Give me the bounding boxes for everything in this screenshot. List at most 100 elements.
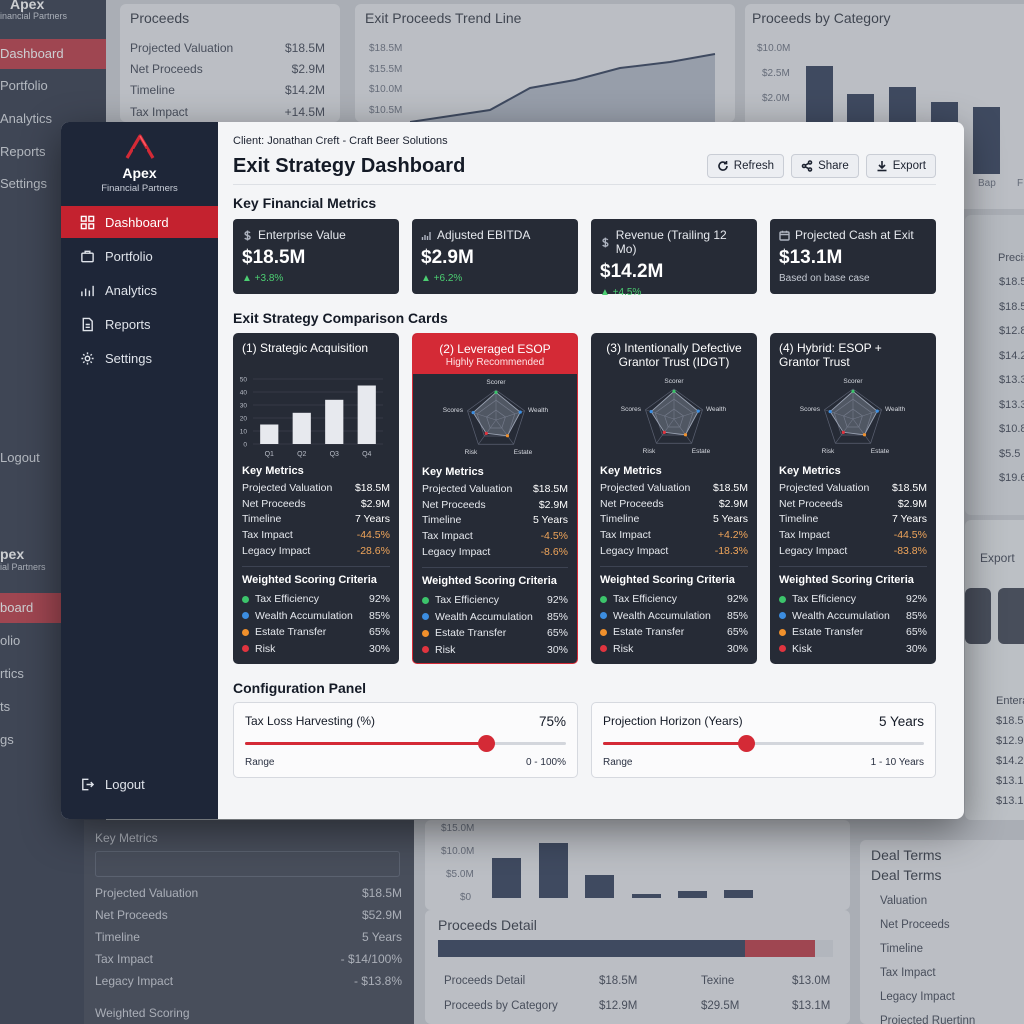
bg-pd-cell: Proceeds by Category xyxy=(444,1000,558,1012)
refresh-button[interactable]: Refresh xyxy=(706,154,785,178)
sidebar-item-dashboard[interactable]: Dashboard xyxy=(61,206,218,238)
metric-row: Timeline 7 Years xyxy=(779,513,927,529)
metric-row: Projected Valuation $18.5M xyxy=(422,483,568,499)
bg-pd-title: Proceeds Detail xyxy=(438,917,537,933)
bar xyxy=(292,412,311,444)
export-button[interactable]: Export xyxy=(865,154,936,178)
bg-row-label: Tax Impact xyxy=(130,105,189,119)
bg-row-value: $2.9M xyxy=(291,62,325,76)
bar-chart: 50 40 30 20 10 0 Q1 Q2 Q3 Q4 xyxy=(240,377,383,458)
bg-right-value: $12.9M xyxy=(996,735,1024,747)
radar-ring xyxy=(833,398,873,436)
metric-row-label: Tax Impact xyxy=(779,529,830,542)
metric-row: Timeline 5 Years xyxy=(422,514,568,530)
radar-spoke xyxy=(495,419,514,445)
metric-row-label: Legacy Impact xyxy=(779,544,848,557)
radar-point xyxy=(505,434,510,438)
sidebar-item-reports[interactable]: Reports xyxy=(61,308,218,340)
bg-right-value: $19.6 xyxy=(999,472,1024,484)
sidebar-item-analytics[interactable]: Analytics xyxy=(61,274,218,306)
bg-right-value: $13.3 xyxy=(999,374,1024,386)
scoring-dot-icon xyxy=(422,629,429,637)
scoring-label: Estate Transfer xyxy=(613,626,685,639)
scoring-dot-icon xyxy=(779,612,786,620)
slider-thumb[interactable] xyxy=(477,735,495,752)
radar-area xyxy=(650,390,699,436)
scoring-dot-icon xyxy=(600,628,607,636)
scoring-dot-icon xyxy=(600,645,607,653)
sidebar-item-portfolio[interactable]: Portfolio xyxy=(61,240,218,272)
scoring-dot-icon xyxy=(779,628,786,636)
slider-value: 75% xyxy=(538,714,566,729)
horizon-slider[interactable] xyxy=(603,735,924,752)
bg-proceeds-row: Projected Valuation $18.5M xyxy=(130,41,325,55)
main-content: Client: Jonathan Creft - Craft Beer Solu… xyxy=(218,122,964,819)
bg-cat-tick: $10.0M xyxy=(757,43,791,54)
y-tick-label: 20 xyxy=(240,416,248,423)
scoring-row: Tax Efficiency 92% xyxy=(242,591,390,608)
radar-axis-label: Scorer xyxy=(843,378,863,385)
scoring-row-left: Tax Efficiency xyxy=(600,593,677,605)
bg-bottom-tick: $15.0M xyxy=(441,823,475,834)
client-label: Client: Jonathan Creft - Craft Beer Solu… xyxy=(233,135,448,147)
bg-deal-title: Deal Terms xyxy=(871,847,942,863)
metric-row-label: Net Proceeds xyxy=(242,497,306,510)
scoring-row-left: Risk xyxy=(600,643,633,655)
slider-track[interactable] xyxy=(603,742,924,745)
radar-point xyxy=(828,409,832,414)
sidebar-item-logout[interactable]: Logout xyxy=(61,768,218,800)
bg-right-card-2 xyxy=(965,520,1024,820)
strategy-card[interactable]: (3) Intentionally Defective Grantor Trus… xyxy=(591,333,757,664)
metric-row: Legacy Impact -8.6% xyxy=(422,546,568,562)
scoring-dot-icon xyxy=(242,645,249,653)
share-button[interactable]: Share xyxy=(791,154,859,178)
bg-bottom-bar xyxy=(724,889,753,898)
strategy-card-header: (1) Strategic Acquisition xyxy=(233,333,399,373)
radar-axis-label: Estate xyxy=(514,449,533,456)
bg-km-title: Key Metrics xyxy=(95,831,158,845)
card-divider xyxy=(242,566,390,567)
bg-bottom-bar xyxy=(492,858,521,898)
metric-row-label: Legacy Impact xyxy=(600,544,669,557)
bg-deal-terms xyxy=(860,840,1024,1024)
strategy-card[interactable]: (1) Strategic Acquisition 50 40 30 20 10 0 Q1 Q2… xyxy=(233,333,399,664)
bg-km-row: Projected Valuation $18.5M xyxy=(95,886,402,900)
metric-row-value: 5 Years xyxy=(532,514,568,527)
range-label: Range xyxy=(603,757,633,768)
strategy-card-header: (4) Hybrid: ESOP + Grantor Trust xyxy=(770,333,936,373)
radar-axis-label: Risk xyxy=(822,448,835,455)
card-divider xyxy=(600,566,748,567)
config-slider-tax-loss: Tax Loss Harvesting (%) 75% Range 0 - 100% xyxy=(233,702,578,778)
radar-point xyxy=(471,410,475,415)
x-tick-label: Q2 xyxy=(297,451,306,458)
key-metrics-list: Projected Valuation $18.5M Net Proceeds $2.… xyxy=(600,482,748,560)
bg-right-value: $18.5N xyxy=(996,715,1024,727)
scoring-label: Estate Transfer xyxy=(792,626,864,639)
slider-thumb[interactable] xyxy=(737,735,755,752)
scoring-row: Estate Transfer 65% xyxy=(242,624,390,641)
scoring-row: Estate Transfer 65% xyxy=(422,625,568,642)
bg-trend-tick: $15.5M xyxy=(369,64,403,75)
metric-row: Legacy Impact -18.3% xyxy=(600,545,748,561)
scoring-row: Risk 30% xyxy=(422,642,568,659)
radar-ring xyxy=(486,409,506,429)
bg-row-label: Net Proceeds xyxy=(130,62,203,76)
metric-value: $14.2M xyxy=(600,261,664,282)
scoring-row-left: Wealth Accumulation xyxy=(779,610,890,622)
bg-proceeds-row: Timeline $14.2M xyxy=(130,83,325,97)
tax-loss-slider[interactable] xyxy=(245,735,566,752)
bg-bottom-bar xyxy=(632,893,661,898)
bg-nav-dashboard: Dashboard xyxy=(0,39,106,69)
bg-right-value: $12.8 xyxy=(999,325,1024,337)
scoring-row-left: Estate Transfer xyxy=(422,627,506,639)
strategy-card[interactable]: (2) Leveraged ESOP Highly Recommended Scor… xyxy=(412,333,578,664)
bg-trend-tick: $10.0M xyxy=(369,84,403,95)
slider-label: Projection Horizon (Years) xyxy=(603,714,743,728)
gear-icon xyxy=(79,350,95,366)
scoring-row-left: Estate Transfer xyxy=(242,626,326,638)
bg-right-value: $10.8 xyxy=(999,423,1024,435)
strategy-card[interactable]: (4) Hybrid: ESOP + Grantor Trust Scorer Sc… xyxy=(770,333,936,664)
card-divider xyxy=(779,566,927,567)
sidebar-item-settings[interactable]: Settings xyxy=(61,342,218,374)
sidebar-item-label: Reports xyxy=(105,316,151,332)
